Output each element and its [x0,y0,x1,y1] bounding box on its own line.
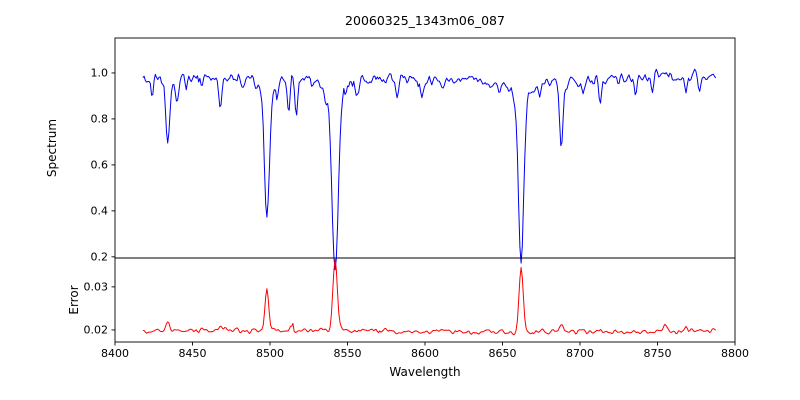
x-tick-label: 8800 [721,347,749,360]
spectrum-y-axis-label: Spectrum [45,118,59,178]
error-panel-frame [114,257,736,343]
x-axis-label: Wavelength [389,365,461,379]
spectrum-y-tick-label: 1.0 [91,66,109,79]
x-tick-label: 8750 [644,347,672,360]
x-tick-label: 8450 [179,347,207,360]
error-line [142,258,717,336]
x-tick-label: 8500 [256,347,284,360]
spectrum-y-tick-label: 0.4 [91,204,109,217]
error-y-axis-label: Error [67,285,81,315]
error-y-tick-label: 0.02 [84,323,109,336]
x-tick-label: 8400 [101,347,129,360]
chart-title: 20060325_1343m06_087 [345,13,505,28]
spectrum-y-tick-label: 0.2 [91,250,109,263]
error-y-tick-label: 0.03 [84,280,109,293]
x-tick-label: 8650 [489,347,517,360]
x-tick-label: 8700 [566,347,594,360]
x-tick-label: 8550 [334,347,362,360]
x-tick-label: 8600 [411,347,439,360]
spectrum-y-tick-label: 0.6 [91,158,109,171]
spectrum-panel-frame [114,37,736,259]
spectrum-line [142,68,717,271]
spectrum-y-tick-label: 0.8 [91,112,109,125]
